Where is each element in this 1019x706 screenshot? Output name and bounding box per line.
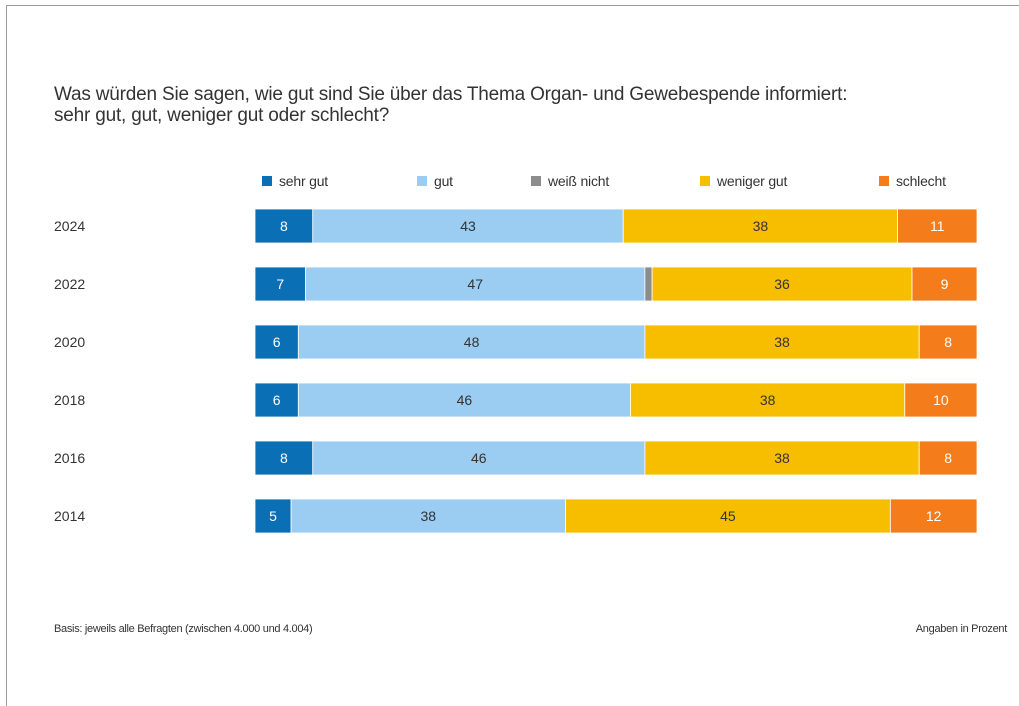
bar-value-label: 45 [720,508,736,524]
bar-segment [911,266,978,302]
category-label: 2014 [54,508,85,524]
bar-value-label: 11 [930,218,945,234]
bar-segment [254,324,299,360]
legend-swatch [879,176,889,186]
legend-label: sehr gut [279,173,328,189]
bar-segment [254,498,292,534]
bar-value-label: 38 [760,392,776,408]
legend-item: weiß nicht [531,173,610,189]
bar-value-label: 38 [774,334,790,350]
bar-value-label: 38 [420,508,436,524]
bar-value-label: 7 [276,276,284,292]
bar-segment [918,440,978,476]
bar-value-label: 9 [941,276,949,292]
legend-item: gut [417,173,453,189]
legend-item: sehr gut [262,173,328,189]
legend-item: schlecht [879,173,946,189]
bar-segment [290,498,566,534]
bar-value-label: 46 [471,450,487,466]
bar-segment [622,208,898,244]
footnote-unit: Angaben in Prozent [915,623,1008,635]
legend-swatch [700,176,710,186]
bar-segment [305,266,646,302]
legend-item: weniger gut [700,173,788,189]
chart-title-line-1: Was würden Sie sagen, wie gut sind Sie ü… [54,84,848,105]
bar-value-label: 6 [273,392,281,408]
bar-value-label: 46 [457,392,473,408]
legend-label: gut [434,173,453,189]
bar-segment [565,498,891,534]
legend-swatch [417,176,427,186]
bar-segment [312,208,624,244]
bar-value-label: 43 [460,218,476,234]
bar-value-label: 5 [269,508,277,524]
footnote-basis: Basis: jeweils alle Befragten (zwischen … [54,623,313,635]
legend-label: schlecht [896,173,946,189]
category-label: 2020 [54,334,85,350]
chart-title: Was würden Sie sagen, wie gut sind Sie ü… [54,84,994,126]
chart-title-line-2: sehr gut, gut, weniger gut oder schlecht… [54,105,390,126]
legend-swatch [531,176,541,186]
bar-value-label: 6 [273,334,281,350]
bar-value-label: 47 [467,276,483,292]
bar-segment [297,324,646,360]
bar-segment [897,208,978,244]
bar-segment [904,382,978,418]
legend-label: weniger gut [716,173,787,189]
category-label: 2024 [54,218,85,234]
chart-frame [6,5,1019,706]
category-label: 2022 [54,276,85,292]
bar-value-label: 12 [926,508,942,524]
bar-value-label: 48 [464,334,480,350]
bar-segment [297,382,631,418]
bar-segment [889,498,978,534]
bar-segment [254,382,299,418]
bar-segment [254,208,314,244]
category-label: 2018 [54,392,85,408]
category-label: 2016 [54,450,85,466]
bar-value-label: 8 [944,334,952,350]
bar-value-label: 38 [753,218,769,234]
bar-segment [312,440,646,476]
bar-value-label: 8 [280,218,288,234]
bar-value-label: 38 [774,450,790,466]
legend-label: weiß nicht [547,173,609,189]
bar-value-label: 8 [280,450,288,466]
bar-segment [644,324,920,360]
bar-segment [644,266,653,302]
bar-segment [918,324,978,360]
legend-swatch [262,176,272,186]
bar-value-label: 10 [933,392,949,408]
bar-value-label: 8 [944,450,952,466]
bar-value-label: 36 [774,276,790,292]
bar-segment [644,440,920,476]
